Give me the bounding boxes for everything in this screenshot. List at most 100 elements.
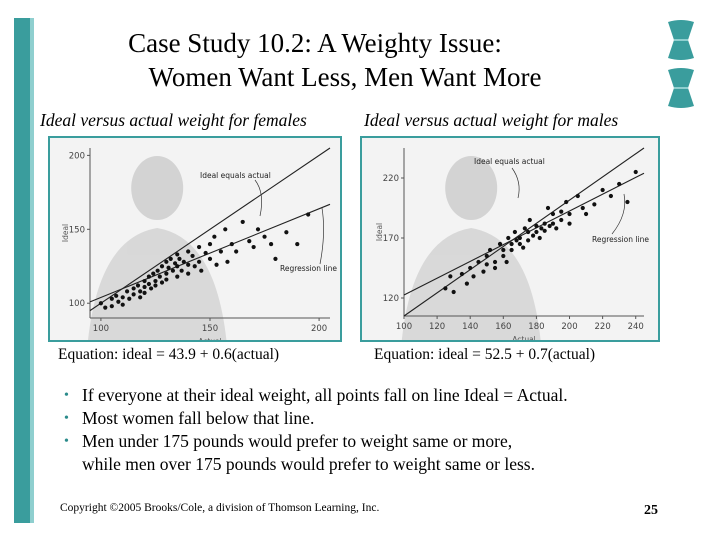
copyright-notice: Copyright ©2005 Brooks/Cole, a division … bbox=[60, 502, 380, 514]
bullet-item-continuation: while men over 175 pounds would prefer t… bbox=[64, 453, 568, 476]
data-point bbox=[514, 238, 519, 243]
data-point bbox=[146, 274, 152, 279]
y-axis-label: Ideal bbox=[375, 223, 384, 241]
data-point bbox=[225, 259, 230, 264]
data-point bbox=[109, 304, 114, 309]
y-tick-label: 120 bbox=[383, 294, 399, 304]
data-point bbox=[153, 283, 158, 288]
data-point bbox=[172, 261, 178, 266]
data-point bbox=[545, 205, 551, 211]
data-point bbox=[175, 274, 180, 279]
ideal-equals-actual-label: Ideal equals actual bbox=[200, 171, 271, 180]
x-tick-label: 100 bbox=[93, 324, 109, 334]
portrait-head-shape bbox=[445, 156, 498, 220]
data-point bbox=[255, 227, 261, 232]
data-point bbox=[179, 268, 184, 273]
left-accent-stripe bbox=[30, 18, 34, 523]
data-point bbox=[506, 235, 511, 241]
data-point bbox=[542, 221, 547, 226]
data-point bbox=[203, 250, 208, 256]
data-point bbox=[504, 259, 509, 265]
x-tick-label: 140 bbox=[462, 322, 478, 332]
data-point bbox=[251, 244, 256, 250]
x-tick-label: 150 bbox=[202, 324, 218, 334]
data-point bbox=[164, 271, 169, 276]
data-point bbox=[207, 256, 213, 261]
regression-line-label-leader bbox=[319, 207, 324, 265]
background-portrait-image bbox=[88, 156, 227, 340]
regression-line-label: Regression line bbox=[280, 264, 337, 273]
data-point bbox=[175, 264, 180, 269]
data-point bbox=[98, 301, 104, 306]
data-point bbox=[166, 265, 171, 270]
x-tick-label: 240 bbox=[628, 322, 644, 332]
data-point bbox=[550, 211, 556, 217]
x-tick-label: 180 bbox=[528, 322, 544, 332]
data-point bbox=[487, 247, 493, 253]
decoration-ribbon-icon bbox=[668, 20, 694, 60]
data-point bbox=[617, 181, 622, 187]
data-point bbox=[148, 286, 154, 291]
page-number: 25 bbox=[644, 503, 658, 518]
data-point bbox=[531, 233, 536, 238]
data-point bbox=[151, 271, 156, 276]
data-point bbox=[550, 221, 556, 226]
data-point bbox=[509, 247, 514, 253]
data-point bbox=[142, 278, 147, 284]
x-axis-label: Actual bbox=[512, 335, 536, 340]
x-tick-label: 220 bbox=[595, 322, 611, 332]
data-point bbox=[481, 269, 486, 274]
data-point bbox=[146, 281, 152, 287]
data-point bbox=[592, 202, 597, 207]
data-point bbox=[218, 249, 224, 254]
y-tick-label: 220 bbox=[383, 174, 399, 184]
x-tick-label: 120 bbox=[429, 322, 445, 332]
data-point bbox=[583, 211, 589, 217]
data-point bbox=[190, 253, 195, 259]
data-point bbox=[164, 277, 169, 282]
data-point bbox=[240, 219, 245, 225]
data-point bbox=[492, 259, 498, 265]
data-point bbox=[580, 205, 585, 211]
data-point bbox=[135, 283, 141, 288]
data-point bbox=[509, 241, 514, 247]
data-point bbox=[131, 292, 136, 297]
data-point bbox=[262, 234, 267, 239]
data-point bbox=[527, 217, 532, 223]
ideal-equals-actual-label-leader bbox=[511, 167, 520, 199]
data-point bbox=[212, 234, 217, 239]
left-accent-bar bbox=[14, 18, 30, 523]
data-point bbox=[448, 274, 453, 279]
regression-line-label-leader bbox=[611, 193, 626, 235]
data-point bbox=[114, 293, 119, 298]
data-point bbox=[522, 226, 527, 231]
data-point bbox=[633, 169, 638, 175]
data-point bbox=[138, 295, 143, 300]
y-axis-label: Ideal bbox=[61, 224, 70, 242]
males-chart-subtitle: Ideal versus actual weight for males bbox=[364, 110, 619, 130]
data-point bbox=[534, 223, 539, 229]
data-point bbox=[155, 268, 160, 273]
ideal-equals-actual-line bbox=[89, 147, 331, 312]
data-point bbox=[501, 253, 506, 259]
bullet-dot-icon: • bbox=[64, 434, 69, 449]
data-point bbox=[247, 239, 252, 244]
data-point bbox=[306, 212, 311, 217]
data-point bbox=[168, 256, 173, 261]
data-point bbox=[542, 228, 547, 233]
data-point bbox=[142, 284, 147, 290]
males-scatter-chart: 100 120 140 160 180 200 220 240 120 170 220 Actual I… bbox=[375, 147, 649, 340]
data-point bbox=[138, 289, 143, 294]
regression-line-label: Regression line bbox=[592, 235, 649, 244]
data-point bbox=[207, 241, 213, 247]
data-point bbox=[517, 235, 522, 241]
y-tick-label: 150 bbox=[69, 225, 85, 235]
data-point bbox=[186, 249, 191, 254]
data-point bbox=[625, 199, 630, 205]
regression-line bbox=[403, 172, 645, 296]
bullet-dot-icon: • bbox=[64, 411, 69, 426]
title-line-1: Case Study 10.2: A Weighty Issue: bbox=[128, 28, 502, 58]
data-point bbox=[512, 229, 517, 235]
bullet-dot-icon: • bbox=[64, 388, 69, 403]
females-chart-panel: 100 150 200 100 150 200 Actual Ideal Ideal equal… bbox=[48, 136, 342, 342]
